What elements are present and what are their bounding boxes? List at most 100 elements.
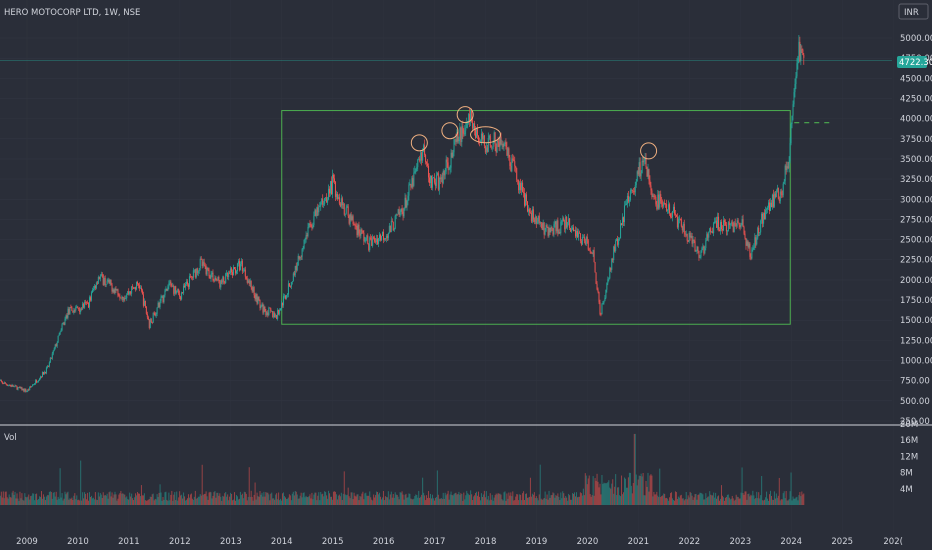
volume-bar <box>760 495 762 505</box>
candle-body <box>36 380 38 383</box>
volume-bar <box>638 475 640 505</box>
circled-high[interactable] <box>470 126 502 144</box>
candle-body <box>532 209 534 220</box>
candle-body <box>9 385 11 386</box>
volume-bar <box>429 493 431 505</box>
volume-bar <box>584 473 586 505</box>
volume-bar <box>53 492 55 505</box>
volume-bar <box>523 491 525 505</box>
candle-body <box>634 185 636 193</box>
volume-bar <box>521 500 523 505</box>
candle-body <box>94 285 96 289</box>
time-axis[interactable]: 2009 2010 2011 2012 2013 2014 2015 2016 2017 2018… <box>16 537 903 547</box>
candle-body <box>269 307 271 309</box>
candle-body <box>273 313 275 318</box>
candle-body <box>381 231 383 237</box>
volume-bar <box>43 496 45 505</box>
volume-bar <box>81 500 83 505</box>
candle-body <box>719 229 721 232</box>
volume-bar <box>174 492 176 505</box>
candle-body <box>439 178 441 180</box>
candle-body <box>692 239 694 244</box>
candle-body <box>81 308 83 310</box>
volume-bar <box>726 494 728 505</box>
volume-bar <box>421 494 423 505</box>
circled-high[interactable] <box>640 142 658 160</box>
candle-body <box>595 272 597 284</box>
volume-bar <box>359 496 361 505</box>
volume-bar <box>49 491 51 505</box>
volume-bar <box>186 498 188 505</box>
candle-body <box>77 306 79 309</box>
volume-bar <box>497 493 499 505</box>
volume-bar <box>361 493 363 505</box>
circled-high[interactable] <box>441 122 459 140</box>
volume-bar <box>85 493 87 505</box>
volume-bar <box>224 493 226 505</box>
candle-body <box>493 132 495 143</box>
volume-bar <box>682 498 684 505</box>
candle-body <box>294 265 296 275</box>
volume-bar <box>644 495 646 505</box>
volume-bar <box>412 499 414 505</box>
candle-body <box>395 214 397 216</box>
candle-body <box>180 296 182 300</box>
circled-high[interactable] <box>410 134 428 152</box>
candle-body <box>535 216 537 224</box>
candle-body <box>390 220 392 233</box>
volume-bar <box>249 496 251 505</box>
volume-bar <box>182 498 184 505</box>
candle-body <box>12 384 14 387</box>
volume-bar <box>180 495 182 505</box>
candle-body <box>559 232 561 234</box>
candle-body <box>636 171 638 182</box>
volume-bar <box>24 493 26 505</box>
candle-body <box>236 263 238 272</box>
candle-body <box>495 146 497 153</box>
volume-bar <box>366 495 368 505</box>
volume-bar <box>375 495 377 505</box>
candle-body <box>414 171 416 173</box>
candle-body <box>452 152 454 158</box>
volume-bar <box>666 497 668 505</box>
candle-body <box>485 147 487 153</box>
volume-bar <box>665 498 667 505</box>
volume-bar <box>577 496 579 505</box>
candle-body <box>172 285 174 287</box>
volume-bar <box>149 496 151 505</box>
candle-body <box>613 246 615 261</box>
candle-body <box>255 294 257 300</box>
candle-body <box>92 288 94 291</box>
volume-bar <box>655 494 657 505</box>
candle-body <box>398 209 400 215</box>
candle-body <box>359 233 361 236</box>
volume-bar <box>544 491 546 505</box>
volume-bar <box>623 477 625 505</box>
candle-body <box>626 195 628 204</box>
volume-bar <box>728 497 730 505</box>
candle-body <box>257 297 259 304</box>
circled-high[interactable] <box>456 106 474 124</box>
volume-bar <box>266 492 268 505</box>
volume-bar <box>350 492 352 505</box>
candle-body <box>464 130 466 135</box>
candle-body <box>10 385 12 387</box>
candle-body <box>632 190 634 192</box>
currency-badge[interactable] <box>898 3 929 20</box>
consolidation-range-box[interactable] <box>281 110 791 325</box>
candle-body <box>578 232 580 234</box>
volume-bar <box>348 496 350 505</box>
volume-bar <box>264 496 266 505</box>
candle-body <box>455 139 457 142</box>
volume-bar <box>276 493 278 505</box>
volume-bar <box>140 485 142 505</box>
volume-bar <box>718 495 720 505</box>
volume-bar <box>490 499 492 505</box>
volume-bar <box>583 495 585 505</box>
volume-bar <box>47 495 49 505</box>
volume-bar <box>447 490 449 505</box>
price-tick-label: 2750.00 <box>900 215 932 225</box>
volume-bar <box>498 493 500 505</box>
